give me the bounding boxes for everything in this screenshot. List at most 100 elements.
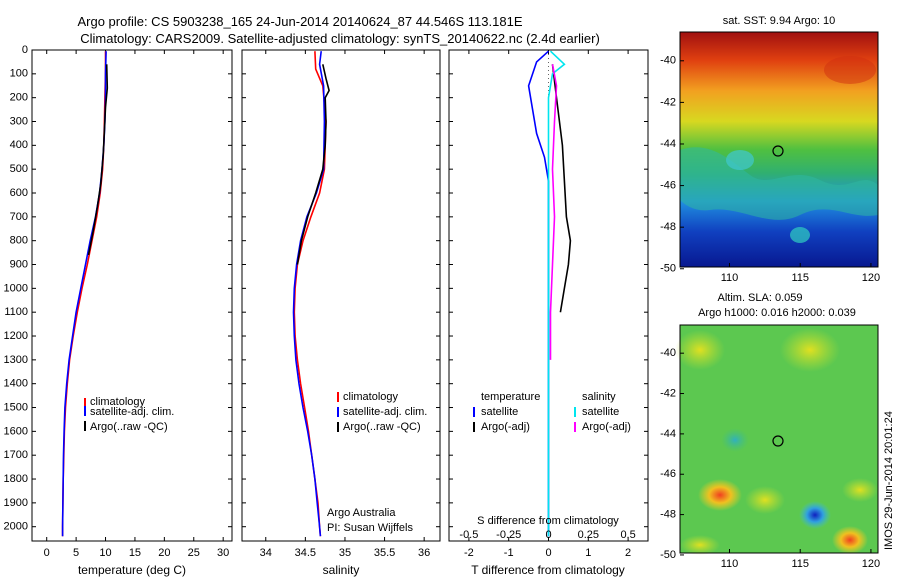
annotation-argo-australia: Argo Australia: [327, 507, 396, 519]
x-tick-label: 20: [158, 547, 170, 559]
sla-anomaly: [680, 535, 720, 555]
depth-tick-label: 0: [22, 44, 28, 56]
series-line-argo-raw-qc-: [87, 64, 109, 256]
depth-tick-label: 1100: [4, 306, 28, 318]
depth-tick-label: 1500: [4, 401, 28, 413]
depth-tick-label: 900: [10, 258, 28, 270]
depth-tick-label: 1200: [4, 330, 28, 342]
map-y-tick-label: -50: [660, 549, 676, 561]
depth-tick-label: 500: [10, 163, 28, 175]
temperature-panel: 0100200300400500600700800900100011001200…: [4, 44, 233, 577]
depth-tick-label: 1000: [4, 282, 28, 294]
x-tick-label: 36: [418, 547, 430, 559]
salinity-ticks: 34 34.5 35 35.5 36: [242, 49, 440, 559]
x-tick-label: 10: [99, 547, 111, 559]
sla-map-ticks: -40 -42 -44 -46 -48 -50 110 115 120: [660, 347, 880, 570]
sla-map-frame: [679, 324, 879, 554]
legend-label: climatology: [90, 396, 146, 408]
depth-tick-label: 1900: [4, 497, 28, 509]
series-line-satellite-adj-clim-: [292, 51, 326, 537]
sla-anomaly: [832, 526, 868, 554]
sla-anomaly: [799, 501, 831, 529]
sst-map-ticks: -40 -42 -44 -46 -48 -50 110 115 120: [660, 55, 880, 284]
legend-label: Argo(-adj): [582, 421, 631, 433]
figure-title-line1: Argo profile: CS 5903238_165 24-Jun-2014…: [77, 14, 522, 29]
map-y-tick-label: -42: [660, 96, 676, 108]
difference-ticks: -2 -1 0 1 2: [449, 49, 648, 559]
depth-tick-label: 300: [10, 115, 28, 127]
map-x-tick-label: 110: [721, 272, 739, 284]
x-tick-label: 25: [188, 547, 200, 559]
sst-map: sat. SST: 9.94 Argo: 10 -40-42-44-46-48-…: [660, 15, 880, 284]
sla-map-title2: Argo h1000: 0.016 h2000: 0.039: [698, 307, 856, 319]
map-y-tick-label: -48: [660, 221, 676, 233]
legend-label: satellite: [582, 406, 619, 418]
map-y-tick-label: -44: [660, 428, 676, 440]
x-tick-label: -1: [504, 547, 514, 559]
depth-tick-label: 800: [10, 235, 28, 247]
series-line-argo-adj-: [549, 64, 558, 360]
legend-label: Argo(..raw -QC): [343, 421, 421, 433]
legend-label: Argo(-adj): [481, 421, 530, 433]
salinity-xlabel: salinity: [323, 563, 360, 577]
map-y-tick-label: -40: [660, 347, 676, 359]
series-line-satellite: [547, 50, 566, 537]
map-x-tick-label: 120: [862, 272, 880, 284]
map-y-tick-label: -46: [660, 468, 676, 480]
series-line-argo-raw-qc-: [296, 64, 330, 265]
x-tick-label: 35.5: [374, 547, 395, 559]
series-line-argo-adj-: [551, 64, 572, 313]
depth-tick-label: 1400: [4, 378, 28, 390]
s-tick-label: 0.25: [578, 529, 599, 541]
depth-tick-label: 1700: [4, 449, 28, 461]
argo-location-marker: [772, 435, 784, 447]
map-y-tick-label: -50: [660, 263, 676, 275]
s-tick-label: 0: [545, 529, 551, 541]
sst-map-frame: [679, 31, 879, 268]
x-tick-label: 15: [129, 547, 141, 559]
x-tick-label: 1: [585, 547, 591, 559]
salinity-axes-box: [241, 49, 441, 542]
legend-label: satellite: [481, 406, 518, 418]
salinity-series: [292, 51, 330, 537]
legend-header: temperature: [481, 391, 540, 403]
map-x-tick-label: 110: [721, 558, 739, 570]
s-difference-label: S difference from climatology: [477, 515, 619, 527]
sla-anomaly: [745, 486, 785, 514]
s-tick-label: 0.5: [620, 529, 635, 541]
x-tick-label: 0: [545, 547, 551, 559]
map-y-tick-label: -40: [660, 55, 676, 67]
legend-header: salinity: [582, 391, 616, 403]
depth-tick-label: 1800: [4, 473, 28, 485]
x-tick-label: 0: [44, 547, 50, 559]
depth-tick-label: 1300: [4, 354, 28, 366]
argo-location-marker: [772, 145, 784, 157]
t-difference-label: T difference from climatology: [471, 563, 625, 577]
depth-tick-label: 600: [10, 187, 28, 199]
map-x-tick-label: 115: [791, 558, 809, 570]
sst-eddy: [726, 150, 754, 170]
map-y-tick-label: -46: [660, 179, 676, 191]
x-tick-label: 35: [339, 547, 351, 559]
sla-anomaly: [842, 478, 878, 502]
sla-map: Altim. SLA: 0.059 Argo h1000: 0.016 h200…: [660, 292, 880, 570]
legend-label: satellite-adj. clim.: [90, 406, 174, 418]
map-y-tick-label: -42: [660, 387, 676, 399]
salinity-panel: 34 34.5 35 35.5 36 climatology satellite-adj…: [241, 49, 441, 577]
figure-title-line2: Climatology: CARS2009. Satellite-adjuste…: [80, 31, 600, 46]
sla-anomaly: [721, 428, 749, 452]
depth-tick-label: 400: [10, 139, 28, 151]
temperature-axes-box: [31, 49, 233, 542]
x-tick-label: 5: [73, 547, 79, 559]
s-difference-ticks: -0.5 -0.25 0 0.25 0.5: [459, 529, 635, 541]
annotation-pi: PI: Susan Wijffels: [327, 522, 413, 534]
depth-tick-label: 200: [10, 92, 28, 104]
x-tick-label: -2: [464, 547, 474, 559]
imos-timestamp: IMOS 29-Jun-2014 20:01:24: [883, 411, 895, 550]
map-x-tick-label: 115: [791, 272, 809, 284]
legend-label: satellite-adj. clim.: [343, 406, 427, 418]
x-tick-label: 34: [260, 547, 272, 559]
x-tick-label: 30: [217, 547, 229, 559]
sla-anomaly: [698, 479, 742, 511]
